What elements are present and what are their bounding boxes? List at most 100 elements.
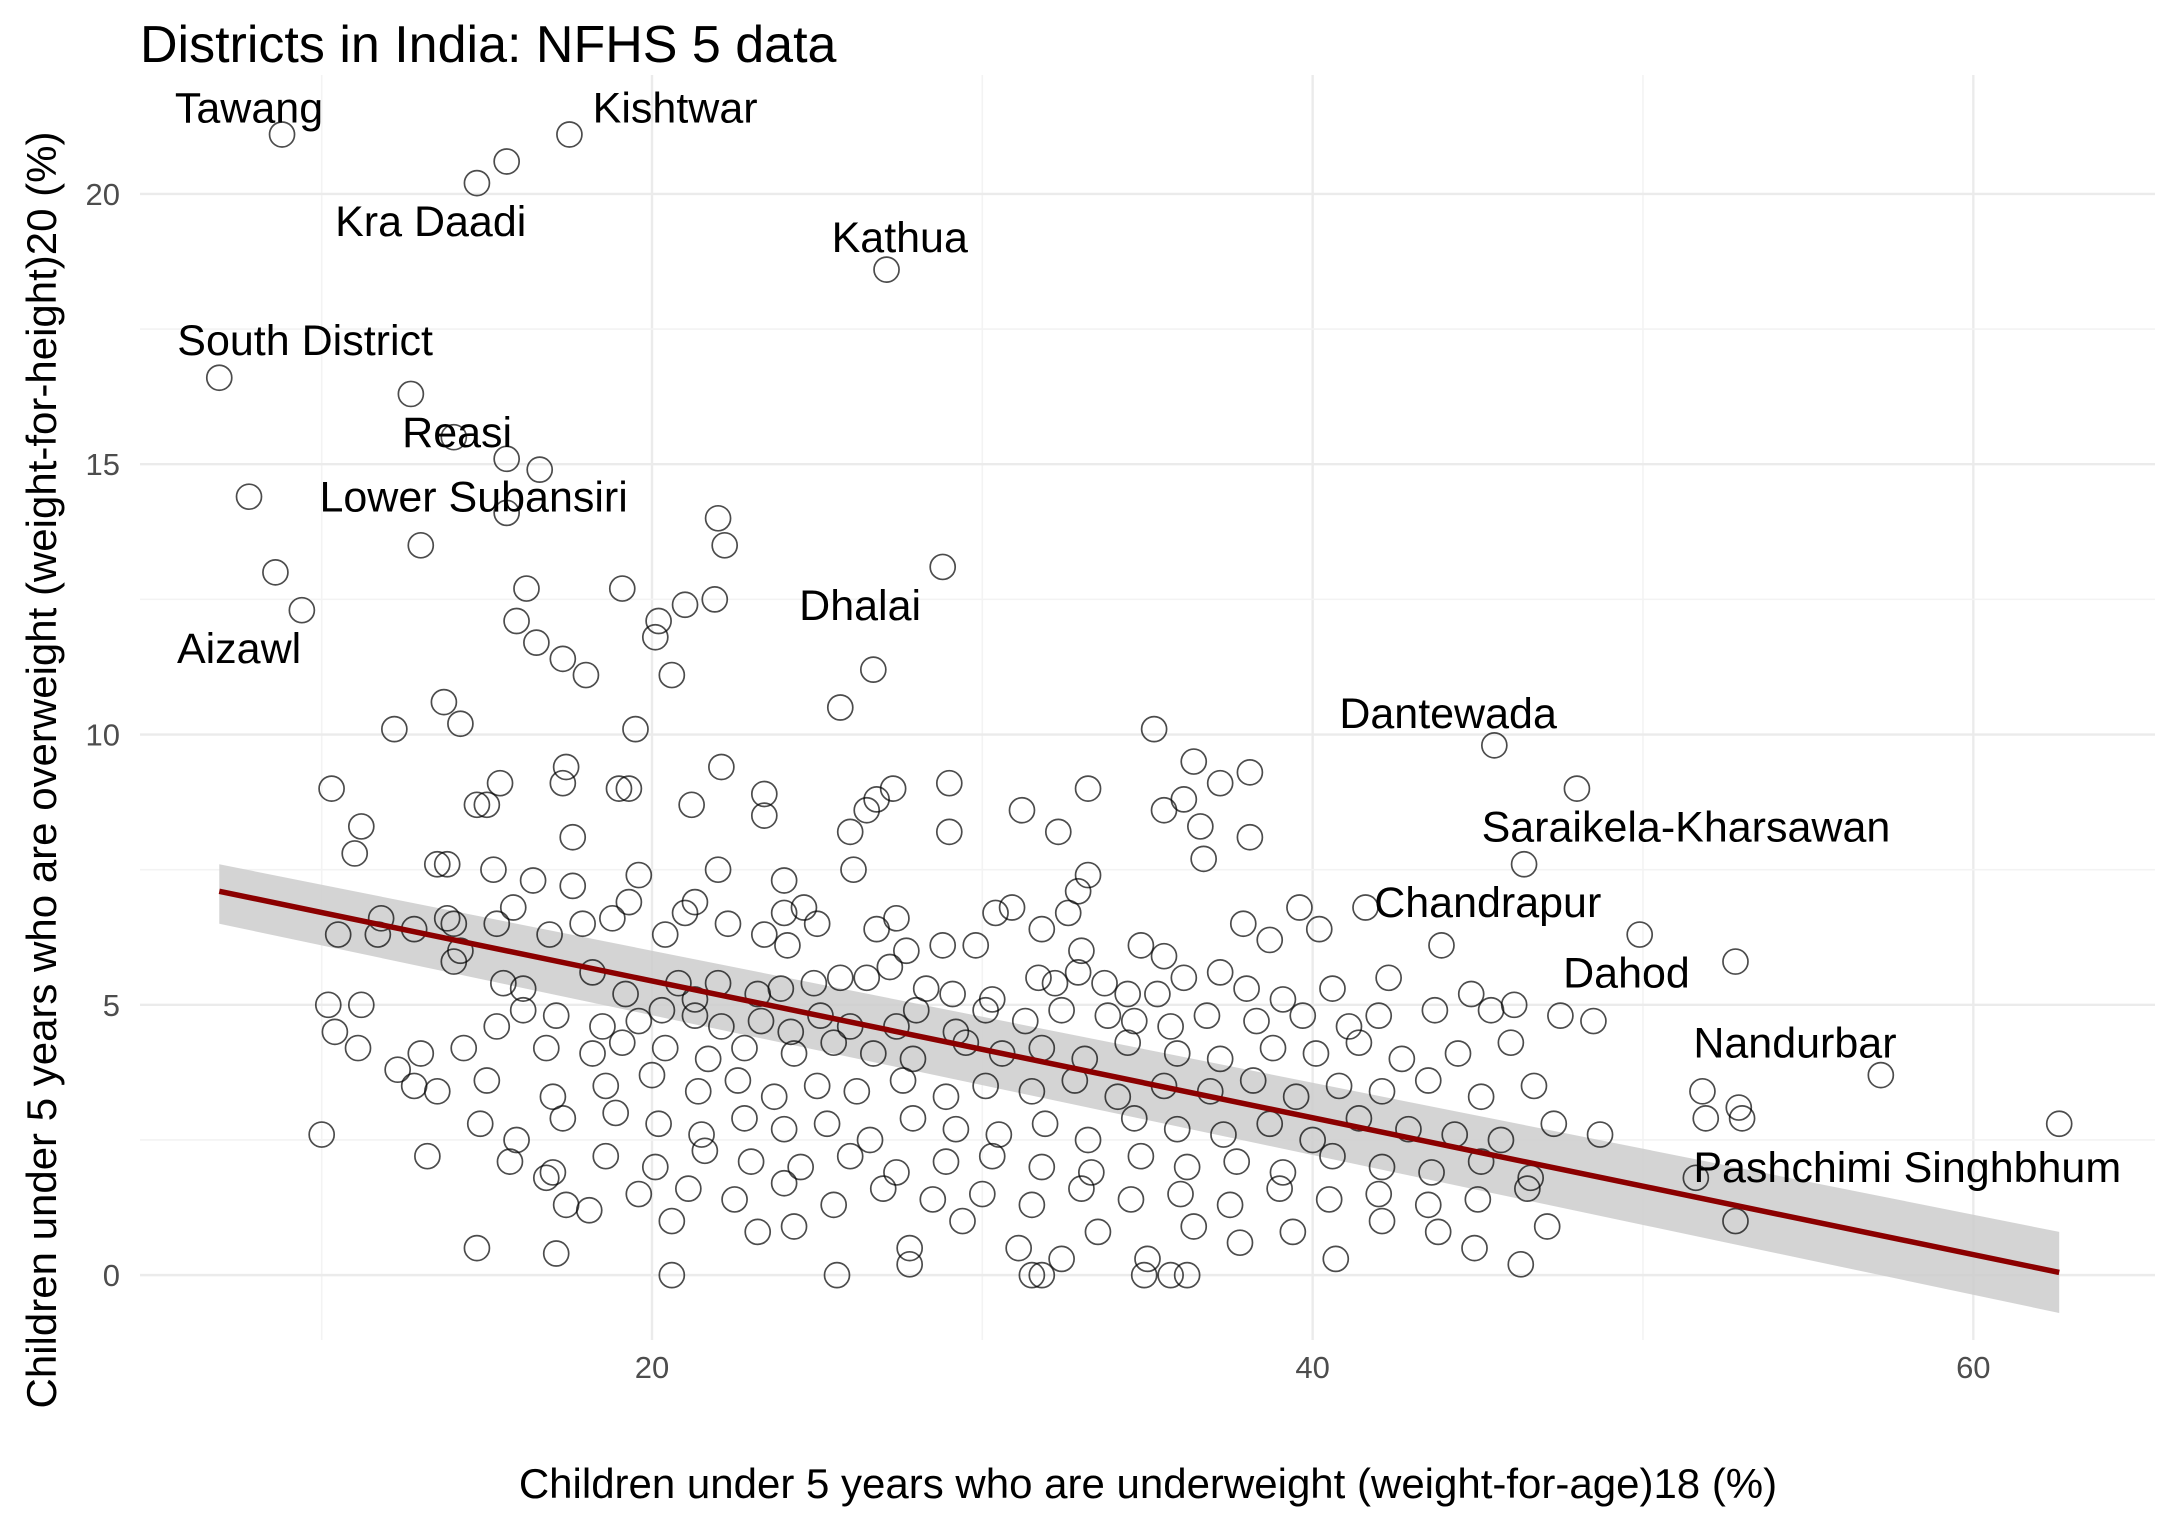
data-point — [235, 483, 263, 511]
data-point — [1210, 1121, 1237, 1148]
data-point — [523, 629, 550, 656]
data-point — [1368, 1207, 1396, 1235]
confidence-band — [219, 864, 2060, 1313]
data-point — [1335, 1013, 1363, 1040]
data-point — [407, 1040, 435, 1067]
data-point — [1322, 1245, 1350, 1273]
data-point — [262, 559, 289, 586]
data-point — [879, 775, 907, 802]
data-point — [724, 1067, 752, 1094]
data-point — [800, 969, 828, 997]
data-point — [1011, 1007, 1039, 1035]
data-point — [978, 1142, 1006, 1170]
data-point — [1127, 932, 1155, 959]
data-point — [549, 645, 577, 673]
data-point — [308, 1121, 336, 1148]
data-point — [1365, 1180, 1393, 1208]
data-point — [1120, 1105, 1148, 1132]
data-point — [1345, 1105, 1373, 1132]
data-point — [268, 121, 296, 148]
data-point — [932, 1083, 960, 1111]
data-point — [450, 1034, 478, 1062]
data-point — [645, 607, 672, 635]
data-point — [962, 932, 990, 959]
y-tick-label: 20 — [86, 177, 120, 212]
data-point — [440, 423, 468, 451]
data-point — [1461, 1234, 1488, 1262]
data-point — [1259, 1034, 1287, 1062]
district-label: Reasi — [402, 409, 512, 457]
data-point — [787, 1153, 815, 1181]
y-tick-label: 5 — [103, 988, 120, 1023]
data-point — [347, 991, 375, 1019]
data-point — [896, 1234, 924, 1262]
data-point — [1114, 1029, 1142, 1057]
data-point — [463, 791, 491, 819]
data-point — [840, 856, 867, 884]
data-point — [929, 553, 957, 581]
data-point — [1150, 796, 1178, 824]
data-point — [826, 964, 854, 992]
data-point — [2045, 1110, 2073, 1138]
data-point — [1282, 1083, 1310, 1111]
district-label: Lower Subansiri — [319, 474, 627, 522]
data-point — [750, 802, 778, 829]
data-point — [1173, 1261, 1201, 1289]
data-point — [1054, 899, 1082, 927]
data-point — [1028, 1153, 1056, 1181]
data-point — [658, 1261, 686, 1289]
data-point — [1173, 1153, 1201, 1181]
data-point — [552, 753, 580, 781]
data-point — [1414, 1191, 1442, 1219]
district-label: Tawang — [175, 84, 323, 132]
data-point — [701, 586, 729, 613]
data-point — [681, 888, 709, 916]
x-tick-label: 20 — [635, 1350, 669, 1385]
data-point — [750, 780, 778, 808]
data-point — [711, 531, 739, 559]
data-point — [893, 937, 920, 965]
data-point — [1325, 1072, 1353, 1100]
data-point — [1424, 1218, 1452, 1246]
data-point — [622, 715, 649, 743]
data-point — [770, 1115, 798, 1143]
data-point — [731, 1034, 758, 1062]
data-point — [1018, 1191, 1046, 1219]
data-point — [645, 1110, 672, 1138]
data-point — [1279, 1218, 1307, 1246]
data-point — [526, 456, 554, 483]
data-point — [1223, 1148, 1251, 1175]
data-point — [869, 1175, 897, 1202]
data-point — [691, 1137, 719, 1165]
data-point — [414, 1142, 441, 1170]
data-point — [532, 1164, 560, 1192]
data-point — [1507, 1250, 1535, 1278]
data-point — [770, 899, 798, 927]
data-point — [1180, 1213, 1208, 1240]
data-point — [1144, 980, 1171, 1008]
data-point — [813, 1110, 841, 1138]
data-point — [972, 996, 999, 1024]
data-point — [400, 1072, 428, 1100]
data-point — [1682, 1164, 1710, 1192]
data-point — [1692, 1105, 1720, 1132]
data-point — [1467, 1148, 1495, 1175]
data-point — [721, 1186, 748, 1213]
data-point — [575, 1196, 603, 1224]
data-point — [899, 1045, 927, 1073]
data-point — [1170, 964, 1198, 992]
data-point — [671, 899, 699, 927]
data-point — [737, 1148, 765, 1175]
data-point — [708, 753, 735, 781]
data-point — [1722, 1207, 1749, 1235]
data-point — [318, 775, 345, 802]
data-point — [1216, 1191, 1244, 1219]
data-point — [899, 1105, 927, 1132]
data-point — [836, 1142, 864, 1170]
data-point — [658, 661, 686, 689]
data-point — [780, 1040, 808, 1067]
data-point — [859, 1040, 887, 1067]
data-point — [1130, 1261, 1158, 1289]
data-point — [602, 1099, 630, 1127]
